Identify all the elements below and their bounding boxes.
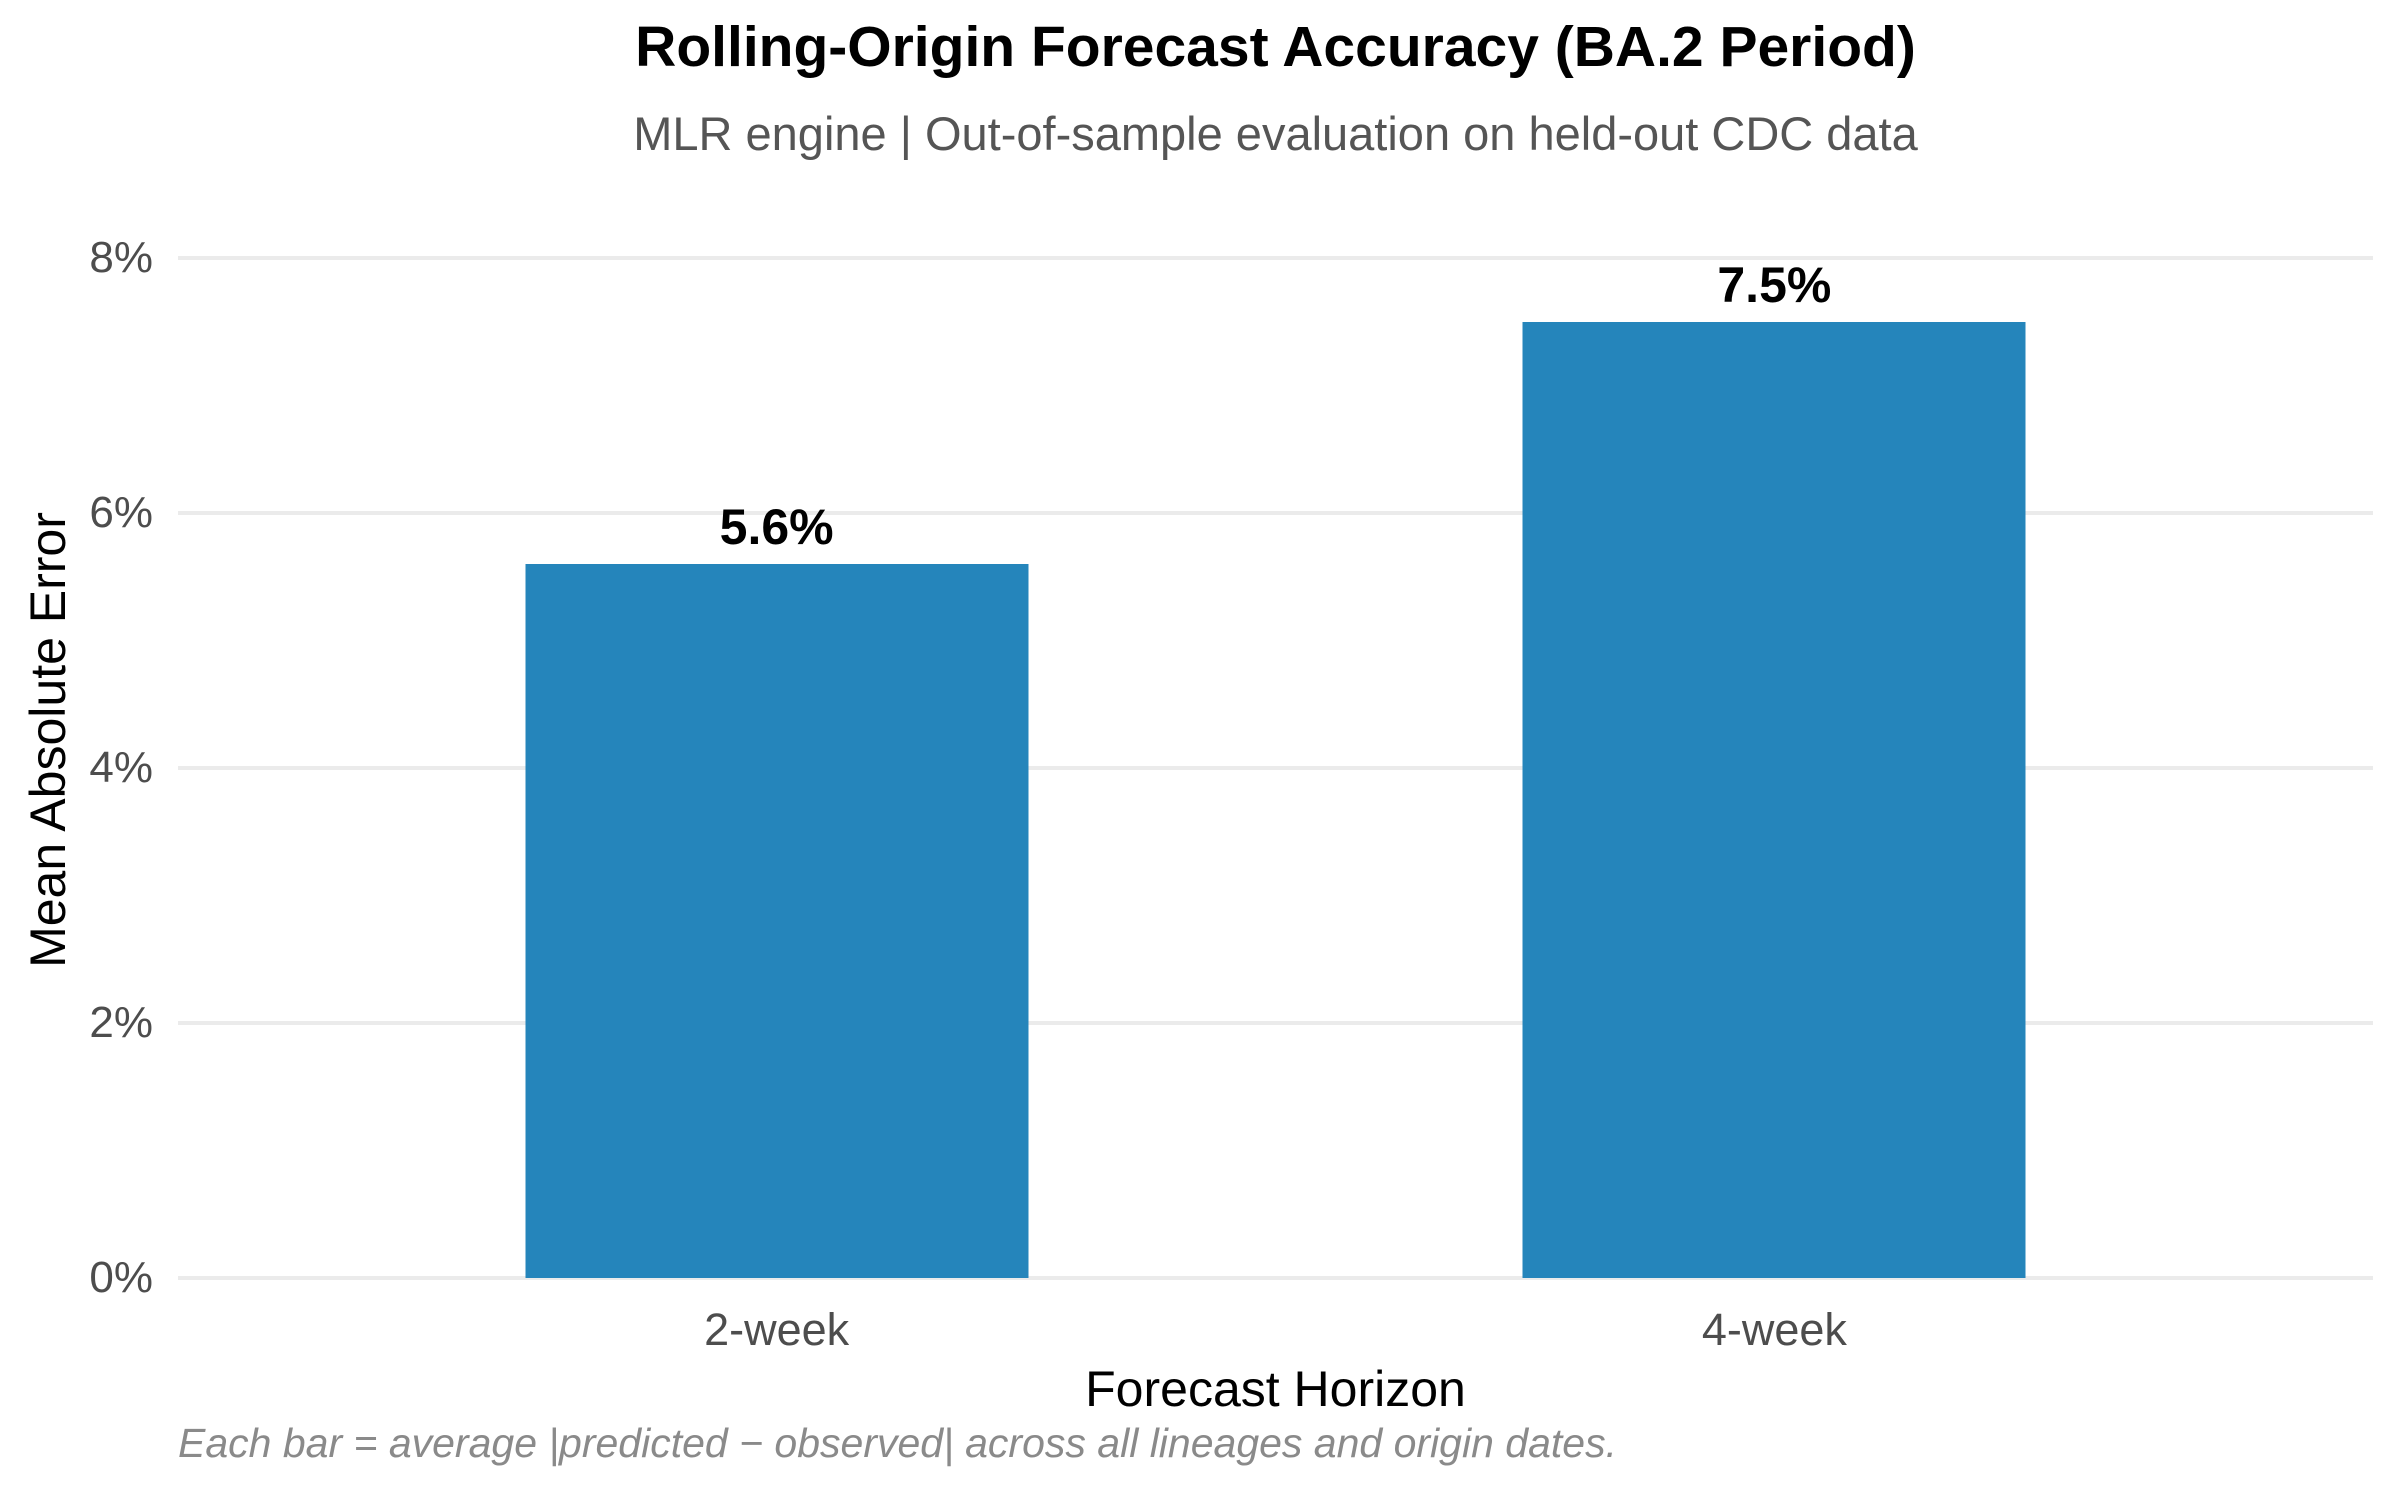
y-tick-label: 0% (89, 1253, 153, 1302)
y-axis-ticks: 0% 2% 4% 6% 8% (0, 233, 153, 1302)
y-tick-label: 2% (89, 998, 153, 1047)
chart-title: Rolling-Origin Forecast Accuracy (BA.2 P… (635, 15, 1916, 79)
y-tick-label: 6% (89, 488, 153, 537)
bar-2-week (525, 564, 1029, 1278)
bar-value-label-4-week: 7.5% (1717, 256, 1832, 313)
footnote: Each bar = average |predicted − observed… (178, 1420, 1617, 1466)
gridline-6% (178, 511, 2373, 515)
y-tick-label: 4% (89, 743, 153, 792)
bar-value-label-2-week: 5.6% (719, 499, 834, 555)
x-axis-title: Forecast Horizon (1085, 1361, 1466, 1417)
y-tick-label: 8% (89, 233, 153, 282)
gridline-0% (178, 1276, 2373, 1280)
x-tick-label-4-week: 4-week (1701, 1304, 1847, 1355)
x-axis-ticks: 2-week 4-week (178, 1304, 2373, 1364)
bar-4-week (1522, 321, 2026, 1278)
x-tick-label-2-week: 2-week (704, 1304, 850, 1355)
plot-area: 5.6% 7.5% (178, 256, 2373, 1280)
chart-subtitle: MLR engine | Out-of-sample evaluation on… (633, 107, 1918, 160)
gridline-4% (178, 766, 2373, 770)
gridline-2% (178, 1021, 2373, 1025)
gridline-8% (178, 256, 2373, 260)
